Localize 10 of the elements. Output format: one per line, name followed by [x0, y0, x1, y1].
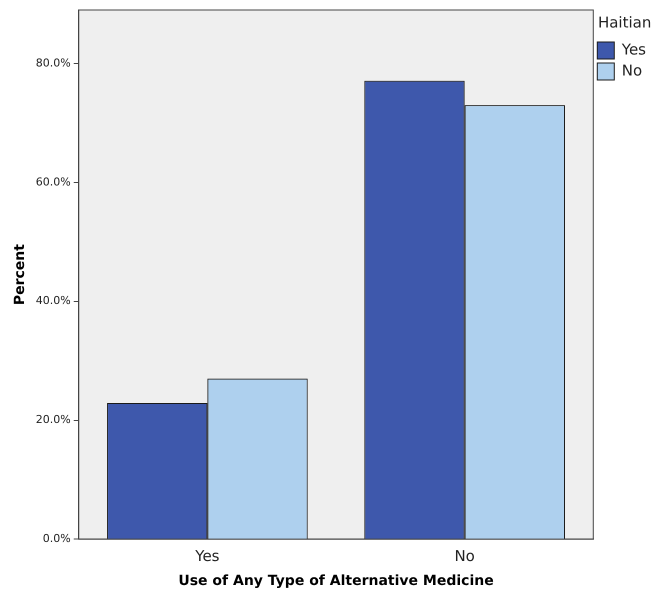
y-axis-title: Percent — [12, 244, 28, 306]
legend-title: Haitian — [598, 13, 652, 32]
y-tick-label: 60.0% — [36, 175, 71, 188]
x-axis-title: Use of Any Type of Alternative Medicine — [178, 573, 494, 590]
legend-label: Yes — [620, 40, 646, 58]
y-tick-label: 80.0% — [36, 56, 71, 70]
y-tick-label: 0.0% — [42, 532, 71, 546]
y-tick-label: 20.0% — [36, 413, 71, 426]
y-tick-label: 40.0% — [36, 294, 71, 308]
legend-label: No — [622, 61, 642, 80]
